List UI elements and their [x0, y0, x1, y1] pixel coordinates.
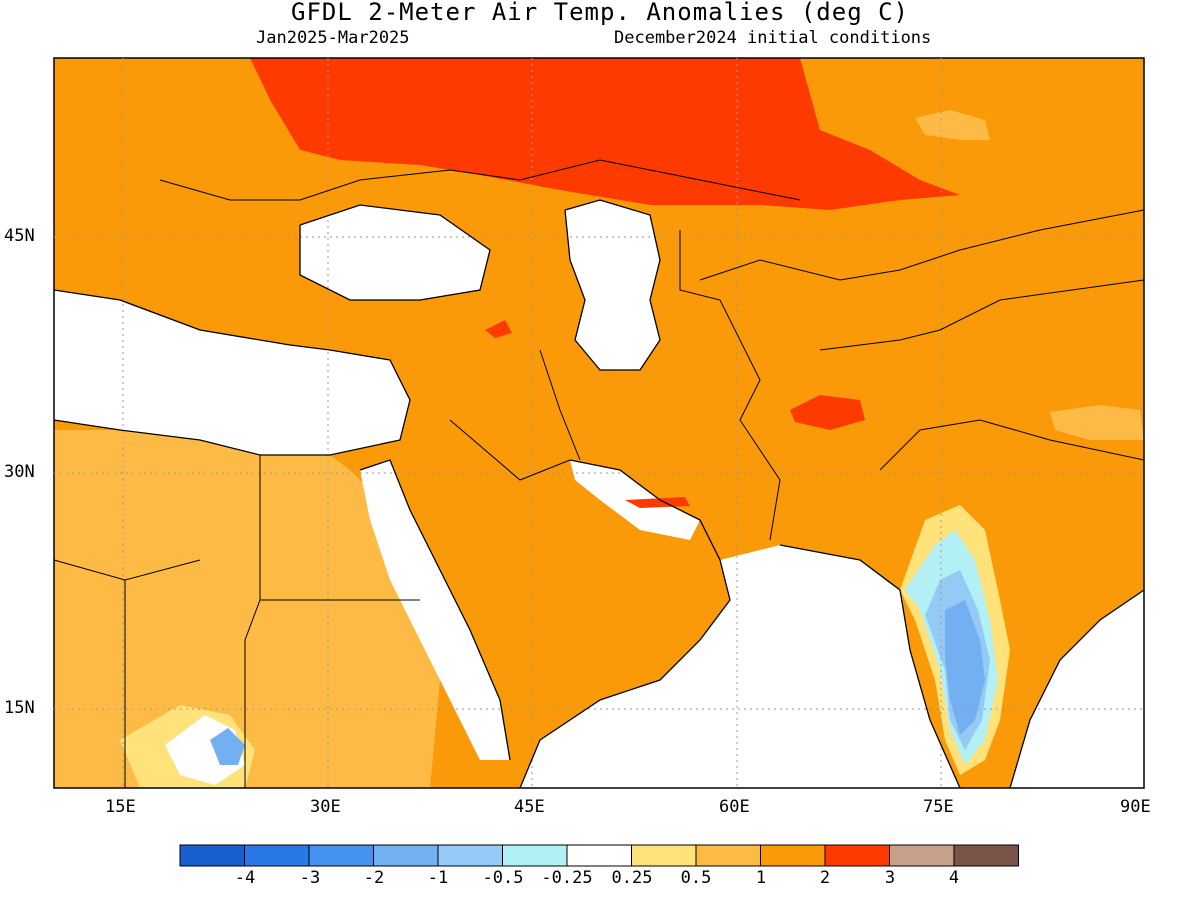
black-sea — [300, 205, 490, 300]
colorbar-label: -3 — [299, 868, 321, 888]
lon-tick-75e: 75E — [923, 797, 954, 817]
colorbar-label: 2 — [819, 868, 831, 888]
colorbar-swatch — [631, 844, 697, 867]
lat-tick-15n: 15N — [4, 698, 35, 718]
colorbar-swatch — [308, 844, 374, 867]
colorbar-label: 0.5 — [680, 868, 712, 888]
forecast-period: Jan2025-Mar2025 — [256, 28, 410, 48]
lon-tick-15e: 15E — [105, 797, 136, 817]
colorbar-label: -0.25 — [541, 868, 593, 888]
map-frame — [53, 57, 1145, 789]
colorbar-label: 1 — [755, 868, 767, 888]
colorbar-swatch — [889, 844, 955, 867]
sahel-cool-pocket — [210, 728, 245, 765]
lat-tick-30n: 30N — [4, 462, 35, 482]
initial-conditions: December2024 initial conditions — [614, 28, 932, 48]
map-fields — [54, 58, 1144, 788]
country-borders — [53, 159, 1145, 788]
caspian-sea — [565, 200, 660, 370]
colorbar-label: -0.5 — [482, 868, 524, 888]
afghanistan-warm-spot — [790, 395, 865, 430]
colorbar-label: 4 — [948, 868, 960, 888]
russia-warm-band — [250, 58, 960, 210]
arabian-sea — [520, 545, 960, 788]
turkey-warm-spot — [485, 320, 512, 338]
colorbar-swatch — [437, 844, 503, 867]
colorbar-label: -4 — [234, 868, 256, 888]
colorbar-swatch — [824, 844, 890, 867]
bay-of-bengal — [1010, 590, 1144, 788]
lon-tick-60e: 60E — [719, 797, 750, 817]
lat-tick-45n: 45N — [4, 226, 35, 246]
coastlines — [53, 199, 1145, 789]
mediterranean-sea — [54, 290, 410, 455]
colorbar-swatch — [695, 844, 761, 867]
colorbar-label: -2 — [363, 868, 385, 888]
lon-tick-90e: 90E — [1120, 797, 1151, 817]
colorbar-swatch — [244, 844, 310, 867]
colorbar-label: 0.25 — [611, 868, 653, 888]
gulf-warm-streak — [625, 497, 690, 508]
kazakhstan-light-spot — [915, 110, 990, 140]
colorbar-swatch — [502, 844, 568, 867]
lon-tick-45e: 45E — [514, 797, 545, 817]
tibet-light-spot — [1050, 405, 1144, 440]
lon-tick-30e: 30E — [310, 797, 341, 817]
india-cooler-core — [945, 600, 985, 735]
gridlines — [54, 58, 1144, 788]
colorbar-swatch — [373, 844, 439, 867]
europe-field — [54, 58, 340, 300]
colorbar-swatch — [953, 844, 1019, 867]
colorbar-label: 3 — [884, 868, 896, 888]
chart-title: GFDL 2-Meter Air Temp. Anomalies (deg C) — [291, 0, 909, 26]
red-sea — [360, 460, 510, 760]
africa-field — [54, 430, 440, 788]
colorbar-swatch — [179, 844, 245, 867]
colorbar-swatch — [760, 844, 826, 867]
colorbar-swatch — [566, 844, 632, 867]
colorbar-label: -1 — [427, 868, 449, 888]
